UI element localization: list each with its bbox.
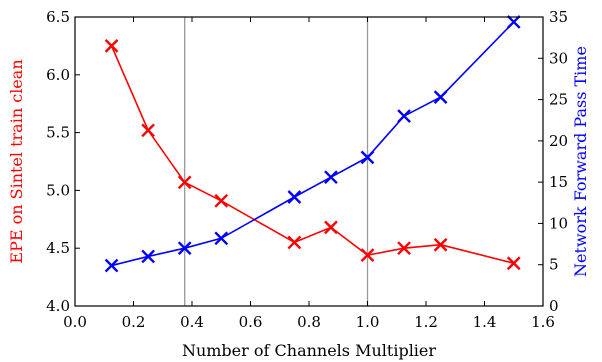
plot-frame <box>74 16 544 307</box>
data-point-marker <box>360 248 375 262</box>
data-point-marker <box>177 241 192 256</box>
data-point-marker <box>141 123 155 138</box>
y-right-tick-label: 10 <box>549 214 568 232</box>
data-point-marker <box>287 235 302 250</box>
data-point-marker <box>397 109 411 123</box>
data-point-marker <box>397 241 411 256</box>
y-left-tick-label: 6.0 <box>46 66 70 84</box>
data-point-marker <box>287 190 302 204</box>
data-point-marker <box>506 15 521 29</box>
y-right-tick-label: 30 <box>549 49 568 67</box>
x-tick-label: 1.0 <box>356 313 380 331</box>
x-tick-label: 1.2 <box>414 313 438 331</box>
data-point-marker <box>104 39 119 53</box>
y-right-axis-title: Network Forward Pass Time <box>571 46 590 277</box>
y-left-tick-label: 4.0 <box>46 297 70 315</box>
data-point-marker <box>433 90 448 104</box>
data-point-marker <box>214 193 229 208</box>
series-line <box>110 45 514 265</box>
x-axis-title: Number of Channels Multiplier <box>182 341 436 360</box>
data-point-marker <box>214 231 229 246</box>
y-right-tick-label: 35 <box>549 8 568 26</box>
series-left <box>104 39 521 271</box>
data-point-marker <box>177 175 192 190</box>
tick-layer: 0.0 0.2 0.4 0.6 0.8 1.0 1.2 1.4 1.6 4.0 4.5 5.0 5.5 6… <box>46 8 568 331</box>
data-point-marker <box>141 249 155 264</box>
series-line <box>111 21 515 267</box>
y-left-tick-label: 4.5 <box>46 239 70 257</box>
y-right-tick-label: 20 <box>549 132 568 150</box>
series-right <box>104 15 521 273</box>
y-left-tick-label: 5.0 <box>46 181 70 199</box>
y-left-tick-label: 6.5 <box>46 8 70 26</box>
data-point-marker <box>324 220 338 235</box>
y-left-axis-title: EPE on Sintel train clean <box>7 59 26 263</box>
data-point-marker <box>324 170 338 185</box>
data-point-marker <box>360 150 375 165</box>
x-tick-label: 0.2 <box>122 313 146 331</box>
y-right-tick-label: 5 <box>549 256 559 274</box>
y-right-tick-label: 0 <box>549 297 559 315</box>
y-left-tick-label: 5.5 <box>46 124 70 142</box>
x-tick-label: 1.4 <box>473 313 497 331</box>
data-point-marker <box>104 258 119 273</box>
data-point-marker <box>433 237 448 252</box>
reference-vertical-lines <box>184 17 369 306</box>
y-right-tick-label: 15 <box>549 173 568 191</box>
x-tick-label: 0.6 <box>239 313 263 331</box>
y-right-tick-label: 25 <box>549 91 568 109</box>
x-tick-label: 0.8 <box>297 313 321 331</box>
series-layer <box>104 15 521 273</box>
x-tick-label: 0.4 <box>180 313 204 331</box>
x-tick-label: 1.6 <box>531 313 555 331</box>
x-tick-label: 0.0 <box>63 313 87 331</box>
data-point-marker <box>506 256 521 271</box>
